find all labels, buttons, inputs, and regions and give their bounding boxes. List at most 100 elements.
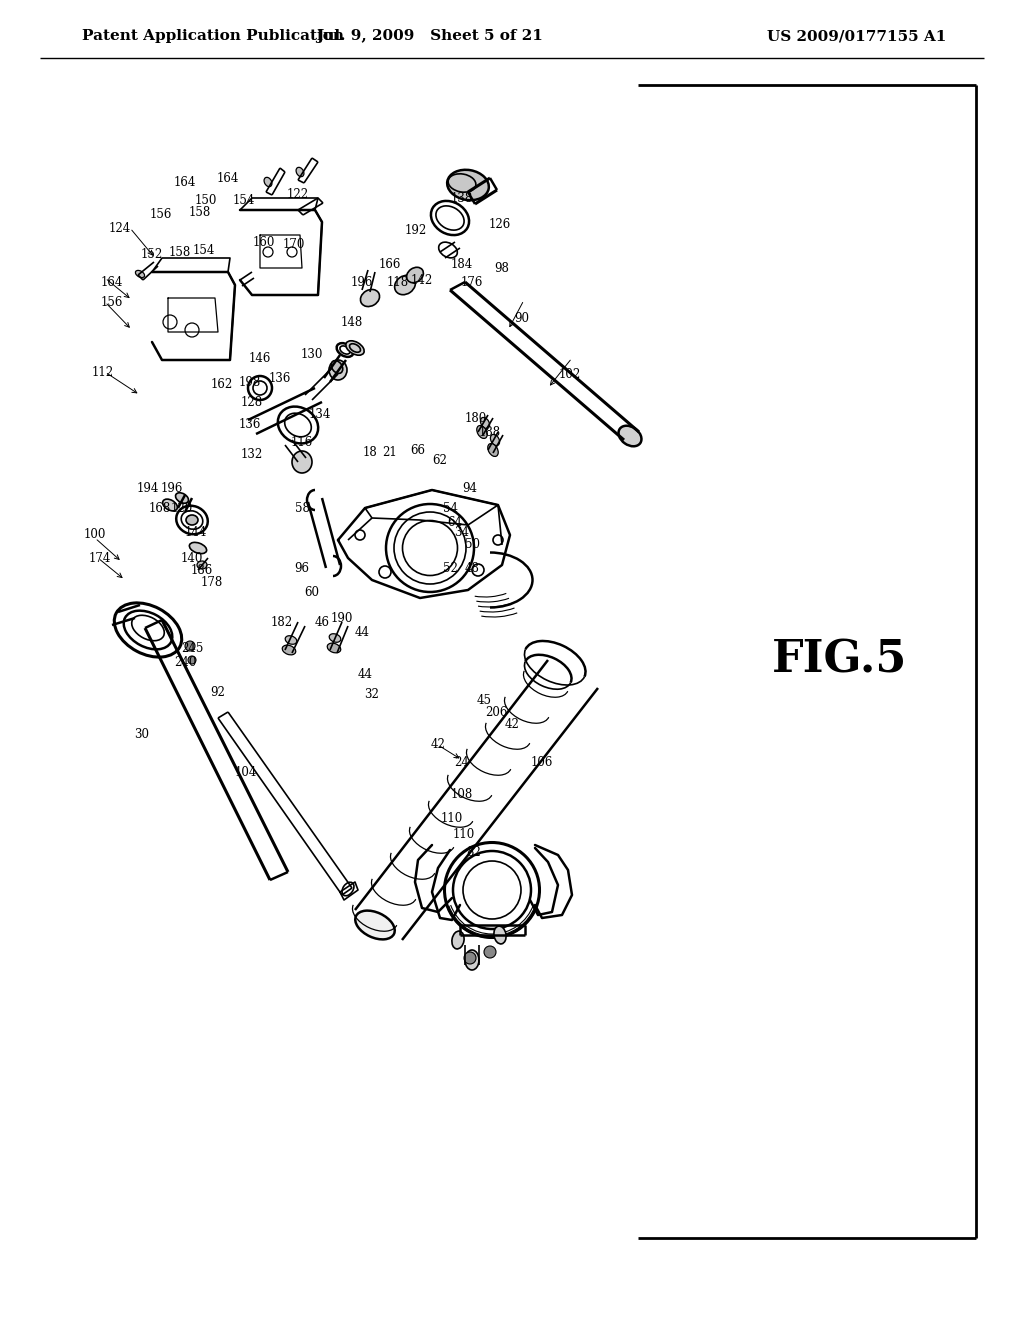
Text: 24: 24	[455, 755, 469, 768]
Text: 196: 196	[351, 276, 373, 289]
Text: 190: 190	[331, 611, 353, 624]
Text: 110: 110	[453, 829, 475, 842]
Text: 178: 178	[201, 576, 223, 589]
Circle shape	[484, 946, 496, 958]
Ellipse shape	[175, 492, 188, 503]
Ellipse shape	[618, 426, 641, 446]
Text: 48: 48	[465, 561, 479, 574]
Text: 126: 126	[488, 219, 511, 231]
Text: 94: 94	[463, 482, 477, 495]
Text: 164: 164	[100, 276, 123, 289]
Ellipse shape	[283, 645, 296, 655]
Text: 240: 240	[174, 656, 197, 668]
Ellipse shape	[407, 267, 423, 282]
Text: 154: 154	[193, 243, 215, 256]
Text: 54: 54	[442, 502, 458, 515]
Text: 92: 92	[211, 685, 225, 698]
Ellipse shape	[490, 434, 500, 446]
Text: 42: 42	[430, 738, 445, 751]
Ellipse shape	[394, 276, 416, 294]
Text: 104: 104	[234, 766, 257, 779]
Text: Jul. 9, 2009   Sheet 5 of 21: Jul. 9, 2009 Sheet 5 of 21	[316, 29, 544, 44]
Text: 130: 130	[301, 348, 324, 362]
Text: 245: 245	[181, 642, 203, 655]
Text: 102: 102	[559, 368, 582, 381]
Circle shape	[464, 952, 476, 964]
Text: 44: 44	[354, 626, 370, 639]
Text: 198: 198	[239, 375, 261, 388]
Text: 184: 184	[451, 259, 473, 272]
Text: 142: 142	[411, 273, 433, 286]
Circle shape	[185, 642, 195, 651]
Text: 112: 112	[92, 366, 114, 379]
Text: 150: 150	[195, 194, 217, 206]
Text: 206: 206	[484, 706, 507, 719]
Text: 138: 138	[451, 191, 473, 205]
Text: 32: 32	[365, 689, 380, 701]
Text: 168: 168	[148, 502, 171, 515]
Text: 140: 140	[181, 552, 203, 565]
Text: 136: 136	[239, 418, 261, 432]
Ellipse shape	[329, 634, 341, 643]
Text: FIG.5: FIG.5	[772, 639, 907, 681]
Text: 156: 156	[100, 296, 123, 309]
Ellipse shape	[292, 451, 312, 473]
Circle shape	[188, 656, 196, 664]
Text: 52: 52	[442, 561, 458, 574]
Ellipse shape	[264, 177, 272, 186]
Ellipse shape	[189, 543, 207, 553]
Ellipse shape	[477, 425, 487, 438]
Text: 132: 132	[241, 449, 263, 462]
Text: 146: 146	[249, 351, 271, 364]
Text: 60: 60	[304, 586, 319, 598]
Text: 162: 162	[211, 379, 233, 392]
Text: 118: 118	[387, 276, 409, 289]
Ellipse shape	[296, 168, 304, 177]
Text: 44: 44	[357, 668, 373, 681]
Text: 152: 152	[141, 248, 163, 261]
Ellipse shape	[197, 561, 207, 569]
Ellipse shape	[447, 170, 488, 201]
Text: 116: 116	[291, 436, 313, 449]
Ellipse shape	[286, 636, 297, 644]
Text: 176: 176	[461, 276, 483, 289]
Text: 96: 96	[295, 561, 309, 574]
Text: US 2009/0177155 A1: US 2009/0177155 A1	[767, 29, 946, 44]
Text: 170: 170	[283, 239, 305, 252]
Text: 158: 158	[188, 206, 211, 219]
Text: 108: 108	[451, 788, 473, 801]
Text: 62: 62	[432, 454, 447, 466]
Text: 90: 90	[514, 312, 529, 325]
Ellipse shape	[329, 360, 347, 380]
Text: 134: 134	[309, 408, 331, 421]
Text: 30: 30	[134, 729, 150, 742]
Text: 188: 188	[479, 426, 501, 440]
Text: 66: 66	[411, 444, 426, 457]
Text: 186: 186	[190, 564, 213, 577]
Text: 192: 192	[404, 223, 427, 236]
Text: 45: 45	[476, 693, 492, 706]
Text: 196: 196	[161, 482, 183, 495]
Text: 100: 100	[84, 528, 106, 541]
Text: 21: 21	[383, 446, 397, 458]
Ellipse shape	[452, 931, 464, 949]
Text: 64: 64	[447, 516, 463, 529]
Text: 164: 164	[217, 172, 240, 185]
Text: 144: 144	[184, 525, 207, 539]
Text: 148: 148	[341, 315, 364, 329]
Text: 110: 110	[441, 812, 463, 825]
Ellipse shape	[480, 417, 489, 429]
Text: 136: 136	[269, 371, 291, 384]
Text: 180: 180	[465, 412, 487, 425]
Text: 158: 158	[169, 247, 191, 260]
Ellipse shape	[360, 289, 380, 306]
Text: 120: 120	[171, 502, 194, 515]
Text: 98: 98	[495, 261, 509, 275]
Text: 154: 154	[232, 194, 255, 206]
Ellipse shape	[346, 341, 365, 355]
Ellipse shape	[465, 950, 479, 970]
Text: 58: 58	[295, 502, 309, 515]
Ellipse shape	[355, 911, 394, 940]
Text: 18: 18	[362, 446, 378, 458]
Text: 160: 160	[253, 235, 275, 248]
